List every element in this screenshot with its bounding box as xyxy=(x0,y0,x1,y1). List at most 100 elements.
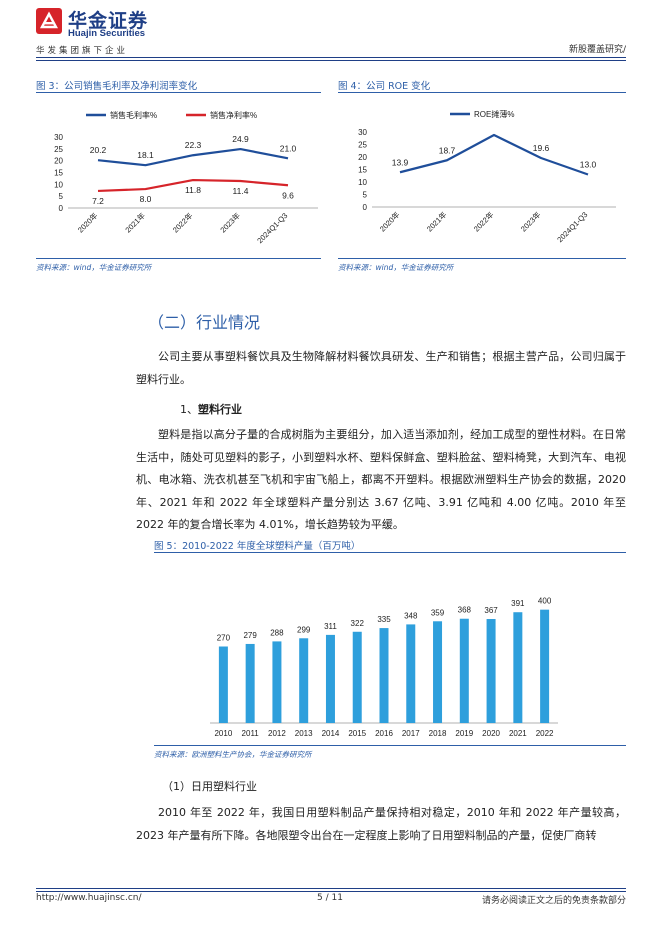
figure5-bottom-rule xyxy=(154,745,626,746)
fig5-data-label: 348 xyxy=(404,611,418,620)
company-tagline: 华发集团旗下企业 xyxy=(36,46,129,56)
fig3-data-label: 20.2 xyxy=(90,145,107,155)
fig5-x-tick-label: 2019 xyxy=(455,729,473,738)
fig5-data-label: 270 xyxy=(217,634,231,643)
fig5-bar xyxy=(218,646,228,723)
fig4-y-tick-label: 25 xyxy=(358,141,367,150)
fig3-y-tick-label: 25 xyxy=(54,145,63,154)
fig5-x-tick-label: 2017 xyxy=(402,729,420,738)
fig3-data-label: 11.4 xyxy=(233,186,249,196)
fig4-series-line-0 xyxy=(399,133,589,176)
daily-plastics-paragraph: 2010 年至 2022 年，我国日用塑料制品产量保持相对稳定，2010 年和 … xyxy=(136,806,626,842)
fig4-x-tick-label: 2023年 xyxy=(518,209,543,234)
fig5-x-tick-label: 2018 xyxy=(429,729,447,738)
figure3-source: 资料来源：wind，华金证券研究所 xyxy=(36,263,152,272)
fig3-series-line-0 xyxy=(97,147,289,167)
fig4-x-tick-label: 2021年 xyxy=(424,209,449,234)
fig5-data-label: 322 xyxy=(351,619,365,628)
fig4-data-label: 18.7 xyxy=(439,145,456,155)
fig3-data-label: 9.6 xyxy=(282,190,294,200)
footer-url-link[interactable]: http://www.huajinsc.cn/ xyxy=(36,893,142,903)
page-number: 5 / 11 xyxy=(317,893,343,903)
fig4-y-tick-label: 30 xyxy=(358,128,367,137)
fig3-series-line-1 xyxy=(97,178,289,193)
fig3-y-tick-label: 30 xyxy=(54,133,63,142)
fig5-bar xyxy=(379,628,389,723)
fig5-data-label: 367 xyxy=(484,606,498,615)
fig4-x-tick-label: 2022年 xyxy=(471,209,496,234)
figure4-bottom-rule xyxy=(338,258,626,259)
fig5-data-label: 391 xyxy=(511,599,525,608)
fig5-x-tick-label: 2013 xyxy=(295,729,313,738)
fig3-x-tick-label: 2022年 xyxy=(170,210,195,235)
fig5-data-label: 400 xyxy=(538,597,552,606)
subsection-heading: 1、塑料行业 xyxy=(180,401,242,417)
fig3-x-tick-label: 2020年 xyxy=(75,210,100,235)
fig5-x-tick-label: 2020 xyxy=(482,729,500,738)
header-divider-thin xyxy=(36,60,626,61)
fig3-data-label: 8.0 xyxy=(140,194,152,204)
subsection-title: 塑料行业 xyxy=(198,403,242,416)
figure4-line-chart: ROE摊薄% 0 5 10 15 20 25 30 2020年 2021年 2022年 2023年 20… xyxy=(358,109,616,244)
fig3-data-label: 18.1 xyxy=(137,150,154,160)
fig3-legend-label-0: 销售毛利率% xyxy=(110,110,157,120)
figure5-title-rule xyxy=(154,552,626,553)
fig5-bar xyxy=(513,612,523,723)
fig3-data-label: 7.2 xyxy=(92,196,104,206)
fig5-data-label: 311 xyxy=(324,622,337,631)
fig5-x-tick-label: 2015 xyxy=(348,729,366,738)
fig4-data-label: 19.6 xyxy=(533,143,550,153)
figure5-bar-chart: 270 2010 279 2011 288 2012 299 2013 311 2014 322 20… xyxy=(210,597,558,738)
fig5-x-tick-label: 2012 xyxy=(268,729,286,738)
figure3-title-rule xyxy=(36,92,321,93)
fig4-x-tick-label: 2020年 xyxy=(377,209,402,234)
fig3-x-tick-label: 2024Q1-Q3 xyxy=(255,211,289,245)
fig5-x-tick-label: 2016 xyxy=(375,729,393,738)
fig3-data-label: 24.9 xyxy=(232,134,249,144)
fig4-y-tick-label: 5 xyxy=(363,191,368,200)
subsection-daily-plastics: （1）日用塑料行业 xyxy=(162,780,257,793)
fig5-x-tick-label: 2021 xyxy=(509,729,527,738)
fig5-data-label: 335 xyxy=(377,615,391,624)
figure3-bottom-rule xyxy=(36,258,321,259)
figure5-source: 资料来源：欧洲塑料生产协会，华金证券研究所 xyxy=(154,750,312,759)
fig4-y-tick-label: 0 xyxy=(363,203,368,212)
figure4-source: 资料来源：wind，华金证券研究所 xyxy=(338,263,454,272)
fig5-bar xyxy=(272,641,282,723)
fig4-x-tick-label: 2024Q1-Q3 xyxy=(555,210,589,244)
fig5-data-label: 299 xyxy=(297,625,311,634)
fig5-data-label: 288 xyxy=(270,628,284,637)
fig3-x-tick-label: 2021年 xyxy=(123,210,148,235)
fig3-y-tick-label: 5 xyxy=(59,192,64,201)
huajin-logo-icon xyxy=(36,8,62,34)
fig5-bar xyxy=(433,621,443,723)
fig5-bar xyxy=(406,624,416,723)
plastic-industry-paragraph: 塑料是指以高分子量的合成树脂为主要组分，加入适当添加剂，经加工成型的塑性材料。在… xyxy=(136,428,626,531)
fig4-y-tick-label: 20 xyxy=(358,153,367,162)
fig5-x-tick-label: 2010 xyxy=(214,729,232,738)
footer-divider-thin xyxy=(36,888,626,889)
fig3-data-label: 21.0 xyxy=(280,143,297,153)
fig5-data-label: 279 xyxy=(243,631,257,640)
fig3-y-tick-label: 15 xyxy=(54,169,63,178)
figure3-line-chart: 销售毛利率% 销售净利率% 0 5 10 15 20 25 30 2020年 2021年 2022年 2… xyxy=(54,110,318,245)
fig5-bar xyxy=(486,619,496,723)
figure3-title: 图 3：公司销售毛利率及净利润率变化 xyxy=(36,81,198,92)
subsection-number: 1、 xyxy=(180,403,198,416)
logo-english-name: Huajin Securities xyxy=(68,28,146,39)
fig4-data-label: 13.0 xyxy=(580,160,597,170)
fig5-bar xyxy=(352,631,362,723)
fig3-y-tick-label: 0 xyxy=(59,204,64,213)
fig3-y-tick-label: 10 xyxy=(54,180,63,189)
fig5-bar xyxy=(299,638,309,723)
fig3-legend-label-1: 销售净利率% xyxy=(210,110,257,120)
fig5-bar xyxy=(459,618,469,723)
header-divider xyxy=(36,57,626,58)
report-type: 新股覆盖研究/ xyxy=(568,45,626,55)
fig4-y-tick-label: 15 xyxy=(358,166,367,175)
fig3-data-label: 22.3 xyxy=(185,140,202,150)
section-title: （二）行业情况 xyxy=(148,313,261,332)
figure4-title-rule xyxy=(338,92,626,93)
fig5-bar xyxy=(325,634,335,723)
intro-paragraph: 公司主要从事塑料餐饮具及生物降解材料餐饮具研发、生产和销售；根据主营产品，公司归… xyxy=(136,350,626,386)
